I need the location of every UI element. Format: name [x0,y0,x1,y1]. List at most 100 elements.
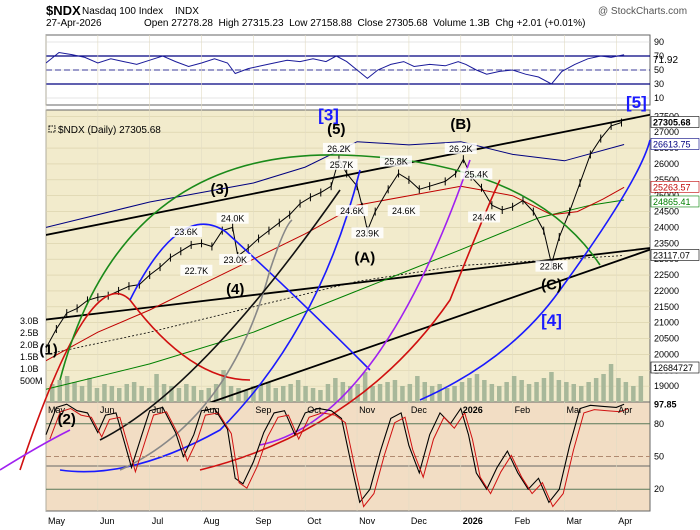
volume-bar [295,380,301,402]
price-tick-label: 23500 [654,238,679,248]
price-annotation: 24.4K [472,212,496,222]
x-tick-label-bottom: May [48,516,66,526]
price-value-label: 12684727 [653,363,693,373]
x-tick-label: May [48,405,66,415]
volume-bar [504,382,509,402]
price-tick-label: 22500 [654,270,679,280]
price-annotation: 22.8K [540,262,564,272]
volume-bar [467,378,472,402]
volume-bar [243,390,249,402]
price-tick-label: 24000 [654,222,679,232]
volume-bar [534,382,539,402]
volume-bar [79,386,85,402]
chart-name: Nasdaq 100 Index [82,6,163,17]
price-value-tag [650,195,700,208]
x-tick-label-bottom: Dec [411,516,428,526]
volume-bar [519,380,524,402]
volume-series [50,364,644,402]
volume-bar [236,388,241,402]
chart-symbol: $NDX [46,3,81,18]
watermark: @ StockCharts.com [598,6,687,17]
price-annotation: 24.6K [340,206,364,216]
volume-bar [117,388,122,402]
wave-label: (5) [327,121,345,138]
volume-bar [273,388,278,402]
volume-bar [370,386,375,402]
price-value-tag [650,116,700,128]
x-tick-label: Jun [100,405,115,415]
price-annotation-bg [535,260,568,272]
cycle-arcs [0,139,651,473]
x-tick-label-bottom: Nov [359,516,376,526]
price-annotation-bg [460,168,493,180]
trendline [209,248,650,402]
volume-bar [102,384,107,402]
price-annotation: 23.9K [356,228,380,238]
volume-bar [184,384,189,402]
volume-bar [64,376,70,402]
price-annotation: 24.6K [392,206,416,216]
chart-ohlc: Open 27278.28 High 27315.23 Low 27158.88… [144,18,585,29]
volume-bar [556,380,562,402]
rsi-tick-label: 50 [654,65,664,75]
price-annotation: 23.0K [223,255,247,265]
price-annotation: 25.4K [465,169,489,179]
price-legend: $NDX (Daily) 27305.68 [58,125,161,136]
stochastic-d-line [49,407,629,508]
x-tick-label: Feb [515,405,531,415]
volume-bar [131,382,137,402]
volume-bar [407,384,413,402]
x-tick-label-bottom: Mar [566,516,582,526]
volume-bar [318,390,323,402]
rsi-line [46,51,625,85]
wave-label: [3] [318,105,339,124]
wave-label: (A) [354,249,375,266]
price-value-label: 23117.07 [653,250,690,260]
cycle-arc [199,179,501,471]
volume-bar [310,388,316,402]
wave-label: (3) [211,181,229,198]
price-annotation-bg [169,226,202,238]
volume-bar [392,380,398,402]
price-value-label: 25263.57 [653,182,691,192]
cycle-arc [59,169,361,473]
volume-bar [325,384,331,402]
volume-bar [87,378,92,402]
price-tick-label: 21000 [654,318,679,328]
volume-bar [571,384,576,402]
price-annotation: 24.0K [221,214,245,224]
rsi-grid [46,41,650,99]
price-tick-label: 22000 [654,286,679,296]
volume-bar [340,382,346,402]
x-tick-label-bottom: Sep [255,516,271,526]
volume-bar [616,378,621,402]
price-annotation-bg [216,212,249,224]
volume-bar [213,384,219,402]
price-tick-label: 20500 [654,334,679,344]
price-value-tag [650,138,700,150]
price-value-tag [650,361,700,374]
ma-200-line [46,199,625,390]
x-tick-label-bottom: Feb [515,516,531,526]
rsi-series [46,51,625,85]
x-tick-label: Jul [152,405,164,415]
volume-bar [154,374,159,402]
price-value-tag [650,249,700,261]
x-tick-label: Nov [359,405,376,415]
stoch-tick-label: 50 [654,452,664,462]
stochastic-k-line [45,403,625,504]
volume-bar [139,386,144,402]
x-tick-label-bottom: Aug [204,516,220,526]
price-value-label: 24865.41 [653,197,691,207]
volume-bar [169,386,174,402]
volume-bar [221,370,226,402]
rsi-tick-label: 10 [654,93,664,103]
volume-bar [281,386,286,402]
price-tick-label: 20000 [654,349,679,359]
volume-bar [124,384,129,402]
volume-tick-label: 2.0B [20,340,39,350]
rsi-tick-label: 70 [654,51,664,61]
price-annotation-bg [180,264,213,276]
price-tick-label: 25500 [654,175,679,185]
x-tick-label-bottom: Jul [152,516,164,526]
